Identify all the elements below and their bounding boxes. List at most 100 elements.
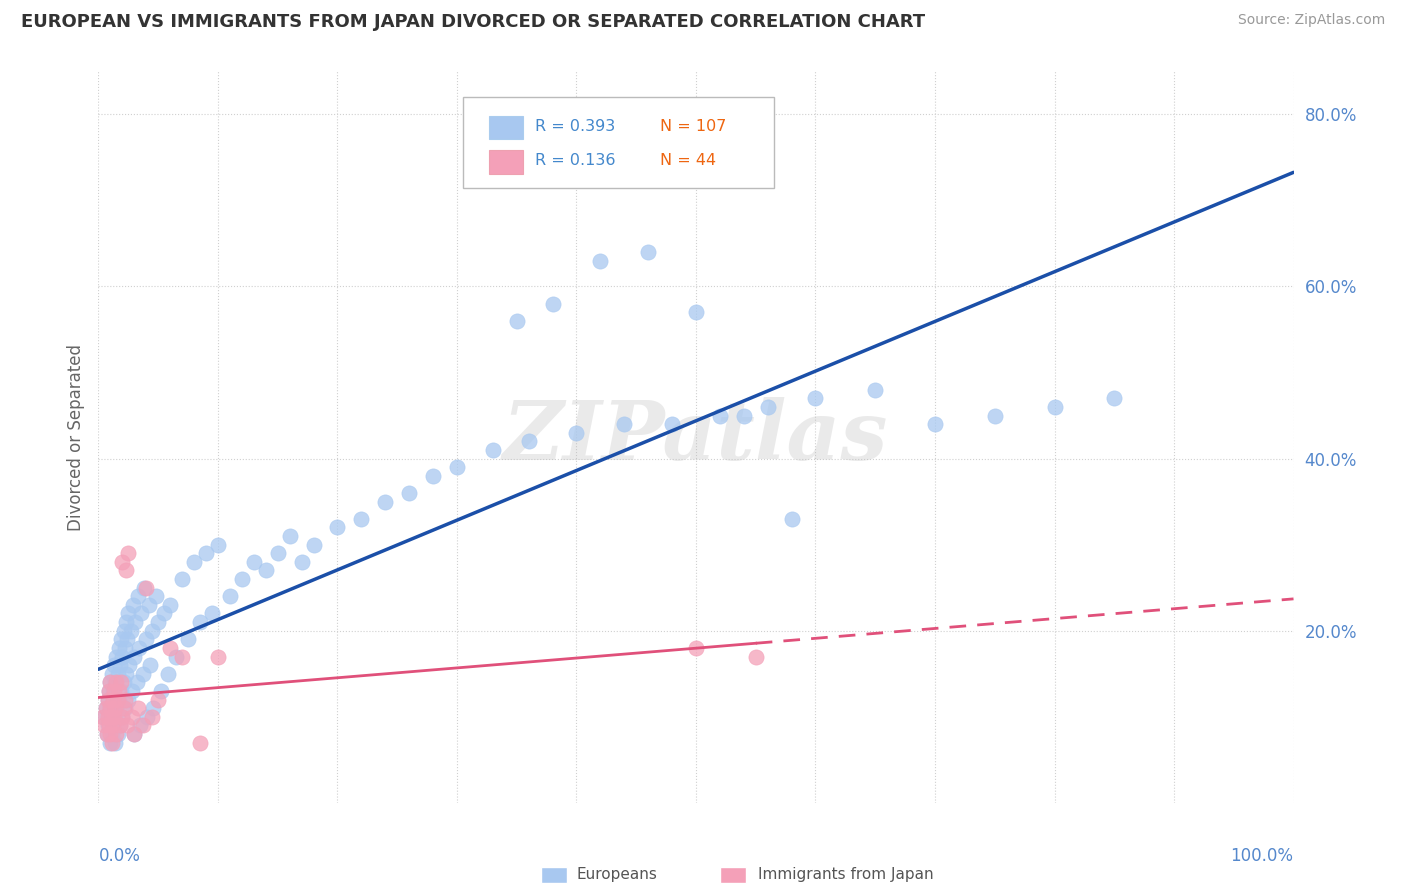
Point xyxy=(135,632,157,647)
Point xyxy=(112,701,135,715)
Point xyxy=(112,675,135,690)
Point xyxy=(103,710,125,724)
Point xyxy=(350,512,373,526)
Point xyxy=(114,692,136,706)
Point xyxy=(107,692,129,706)
Point xyxy=(565,425,588,440)
Point xyxy=(98,735,122,749)
Point xyxy=(374,494,396,508)
Point xyxy=(107,666,129,681)
Point xyxy=(108,718,131,732)
Point xyxy=(124,649,146,664)
Point xyxy=(195,546,218,560)
Point xyxy=(159,640,181,655)
Point xyxy=(97,718,120,732)
Point xyxy=(105,649,128,664)
Point xyxy=(96,727,118,741)
Point xyxy=(98,684,121,698)
Point xyxy=(131,607,153,621)
Point xyxy=(96,727,118,741)
Point xyxy=(243,555,266,569)
Y-axis label: Divorced or Separated: Divorced or Separated xyxy=(66,343,84,531)
Point xyxy=(1104,392,1126,406)
Point xyxy=(93,718,115,732)
Point xyxy=(132,581,155,595)
Point xyxy=(98,684,121,698)
Point xyxy=(111,710,134,724)
Point xyxy=(112,624,135,638)
Point xyxy=(101,692,124,706)
Point xyxy=(589,253,612,268)
Point xyxy=(145,589,167,603)
Text: 0.0%: 0.0% xyxy=(98,847,141,864)
Point xyxy=(127,589,149,603)
Point xyxy=(98,727,122,741)
Point xyxy=(756,400,779,414)
Point xyxy=(481,442,505,457)
Point xyxy=(131,666,153,681)
Point xyxy=(149,684,172,698)
Point xyxy=(148,615,170,629)
Point xyxy=(188,615,211,629)
Point xyxy=(115,718,138,732)
Point xyxy=(98,701,122,715)
Point xyxy=(111,649,134,664)
Text: N = 107: N = 107 xyxy=(661,119,727,134)
Point xyxy=(108,718,131,732)
Point xyxy=(97,710,120,724)
Point xyxy=(103,658,125,673)
Point xyxy=(98,701,122,715)
Point xyxy=(104,701,127,715)
Point xyxy=(254,564,277,578)
Point xyxy=(541,296,564,310)
Text: Source: ZipAtlas.com: Source: ZipAtlas.com xyxy=(1237,13,1385,28)
Point xyxy=(201,607,224,621)
Point xyxy=(107,684,129,698)
Point xyxy=(110,675,132,690)
Text: Europeans: Europeans xyxy=(576,867,658,882)
Point xyxy=(207,538,229,552)
Point xyxy=(156,666,179,681)
Point xyxy=(115,666,138,681)
Point xyxy=(188,735,211,749)
Text: 100.0%: 100.0% xyxy=(1230,847,1294,864)
Point xyxy=(291,555,314,569)
Point xyxy=(115,564,138,578)
Point xyxy=(122,598,145,612)
Point xyxy=(121,710,143,724)
Point xyxy=(124,727,146,741)
Point xyxy=(685,640,707,655)
Point xyxy=(104,675,127,690)
Point xyxy=(101,718,124,732)
Point xyxy=(733,409,755,423)
Text: ZIPatlas: ZIPatlas xyxy=(503,397,889,477)
Point xyxy=(110,632,132,647)
Point xyxy=(100,666,122,681)
Point xyxy=(709,409,731,423)
Point xyxy=(685,305,707,319)
Point xyxy=(97,692,120,706)
Point xyxy=(177,632,200,647)
Point xyxy=(138,598,160,612)
Point xyxy=(117,692,139,706)
Point xyxy=(446,460,468,475)
Point xyxy=(159,598,181,612)
Point xyxy=(101,684,124,698)
FancyBboxPatch shape xyxy=(489,116,523,139)
Point xyxy=(865,383,887,397)
Point xyxy=(101,718,124,732)
Point xyxy=(98,718,121,732)
Point xyxy=(141,710,163,724)
Point xyxy=(142,701,165,715)
Point xyxy=(517,434,540,449)
Point xyxy=(103,684,125,698)
Point xyxy=(114,640,136,655)
Point xyxy=(105,701,128,715)
Point xyxy=(98,675,122,690)
Point xyxy=(121,684,143,698)
Point xyxy=(231,572,253,586)
Point xyxy=(207,649,229,664)
Point xyxy=(98,710,121,724)
Point xyxy=(135,581,157,595)
Point xyxy=(745,649,768,664)
